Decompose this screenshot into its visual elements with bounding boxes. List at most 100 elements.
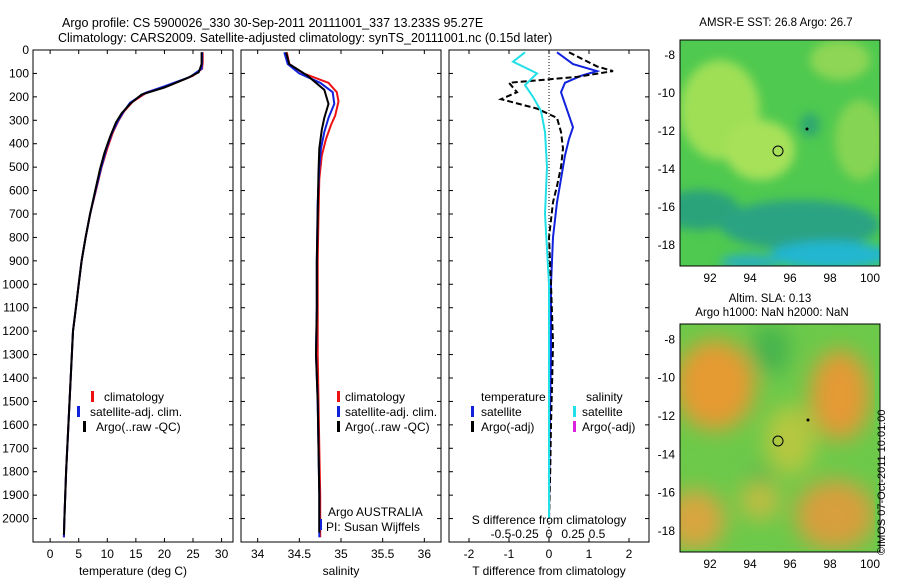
sst-map-lat-label: -8 [664,48,675,62]
legend-swatch-temp-argo [471,421,474,432]
temperature-series-line [62,52,204,538]
temperature-panel-frame [32,49,234,543]
salinity-series-line [285,52,340,538]
legend-title-salinity: salinity [586,390,623,404]
legend-title-temperature: temperature [481,390,546,404]
sla-map-lat-label: -12 [658,409,676,423]
sst-argo-location-marker [772,145,784,157]
pi-annotation-line-1: Argo AUSTRALIA [328,505,423,519]
sst-map-frame [679,39,881,267]
sla-mid-patch [765,405,815,475]
header-line-1: Argo profile: CS 5900026_330 30-Sep-2011… [62,16,484,30]
sst-warm-patch [725,120,795,180]
sla-map-lon-label: 92 [703,557,717,571]
depth-tick-label: 1400 [2,371,29,385]
difference-top-xlabel: S difference from climatology [472,513,627,527]
difference-xtick-label: 2 [626,547,633,561]
salinity-series-line [285,52,330,533]
difference-legend: temperature salinity satellite Argo(-adj… [471,390,635,434]
salinity-difference-tick-label: 0 [546,527,553,541]
sst-warm-patch [835,100,880,180]
depth-tick-label: 1700 [2,441,29,455]
depth-tick-label: 1100 [3,301,29,315]
sst-map-lon-label: 98 [823,271,837,285]
salinity-xlabel: salinity [323,564,360,578]
difference-series-line [548,51,601,519]
legend-label-sal-argo: Argo(-adj) [582,420,635,434]
temperature-xtick-label: 15 [129,547,143,561]
sla-high-patch [795,480,875,550]
salinity-xtick-label: 35 [334,547,348,561]
salinity-difference-tick-label: 0.5 [589,527,606,541]
sla-map-lat-label: -8 [664,332,675,346]
sst-map-lat-label: -16 [658,200,676,214]
sla-map-lat-label: -18 [658,524,676,538]
salinity-legend: climatology satellite-adj. clim. Argo(..… [320,390,437,534]
temperature-xlabel: temperature (deg C) [79,564,187,578]
legend-label-argo: Argo(..raw -QC) [345,420,430,434]
depth-tick-label: 700 [9,207,29,221]
sla-map-lon-label: 96 [783,557,797,571]
depth-tick-label: 1000 [2,277,29,291]
sla-argo-location-marker [772,435,784,447]
sst-map-lat-label: -18 [658,238,676,252]
sst-map-lon-label: 94 [743,271,757,285]
sla-map-title-2: Argo h1000: NaN h2000: NaN [695,307,848,319]
depth-tick-label: 100 [9,66,29,80]
copyright-notice: ©IMOS 07-Oct-2011 10:01:00 [876,409,888,555]
depth-tick-label: 500 [9,160,29,174]
difference-xlabel: T difference from climatology [472,564,626,578]
sla-low-patch [750,467,770,483]
depth-tick-label: 2000 [2,512,29,526]
salinity-difference-tick-label: -0.5 [491,527,512,541]
legend-label-temp-argo: Argo(-adj) [481,420,534,434]
legend-swatch-sal-argo [573,421,576,432]
temperature-xtick-label: 25 [186,547,200,561]
salinity-xtick-label: 34 [251,547,265,561]
sla-map-frame [679,323,881,553]
difference-xtick-label: -2 [464,547,475,561]
legend-label-satellite: satellite-adj. clim. [90,405,182,419]
header-line-2: Climatology: CARS2009. Satellite-adjuste… [58,31,553,45]
salinity-difference-tick-label: 0.25 [561,527,585,541]
depth-tick-label: 1600 [2,418,29,432]
sst-warm-patch [810,40,870,80]
temperature-xtick-label: 10 [101,547,115,561]
difference-xtick-label: -1 [504,547,515,561]
difference-xtick-label: 1 [586,547,593,561]
depth-tick-label: 200 [9,90,29,104]
temperature-series-line [62,52,203,536]
depth-tick-label: 0 [22,43,29,57]
difference-xtick-label: 0 [546,547,553,561]
legend-swatch-satellite [337,406,340,417]
temperature-series-line [62,52,204,538]
sla-map-lon-label: 100 [860,557,880,571]
depth-tick-label: 1500 [2,394,29,408]
sst-cool-patch [720,200,880,250]
temperature-xtick-label: 5 [75,547,82,561]
temperature-xtick-label: 30 [215,547,229,561]
sst-map-lat-label: -10 [658,86,676,100]
depth-tick-label: 1900 [2,488,29,502]
legend-label-climatology: climatology [104,390,164,404]
depth-tick-label: 1300 [2,348,29,362]
depth-tick-label: 400 [9,137,29,151]
legend-swatch-argo [83,421,86,432]
depth-tick-label: 600 [9,184,29,198]
sla-map-lon-label: 94 [743,557,757,571]
salinity-xtick-label: 34.5 [288,547,312,561]
sla-secondary-marker [806,418,810,422]
sla-low-patch [750,325,790,375]
sst-map [680,40,880,266]
sla-high-patch [810,350,870,440]
salinity-xtick-label: 36 [418,547,432,561]
sla-high-patch [680,490,725,550]
legend-label-climatology: climatology [345,390,405,404]
sla-high-patch [680,340,755,430]
sla-map-title-1: Altim. SLA: 0.13 [729,293,811,305]
legend-swatch-temp-satellite [471,406,474,417]
depth-tick-label: 1800 [2,465,29,479]
sla-map [680,324,880,552]
difference-series-line [511,51,550,519]
